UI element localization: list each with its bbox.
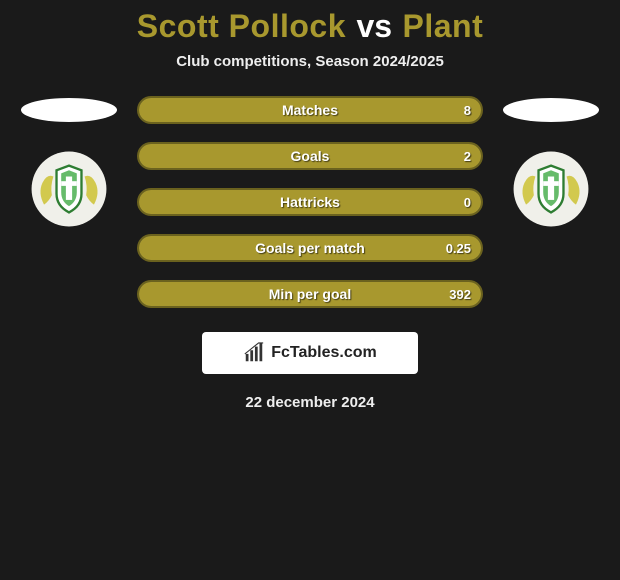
stat-bar-mpg: Min per goal 392 — [137, 280, 483, 308]
left-club-crest — [30, 150, 108, 228]
left-column — [21, 96, 117, 228]
stat-bar-gpm: Goals per match 0.25 — [137, 234, 483, 262]
stats-column: Matches 8 Goals 2 Hattricks 0 — [137, 96, 483, 308]
stat-value-right: 0 — [464, 190, 471, 214]
stat-label: Min per goal — [139, 282, 481, 306]
stat-value-right: 2 — [464, 144, 471, 168]
right-club-crest — [512, 150, 590, 228]
right-ellipse — [503, 98, 599, 122]
stat-bar-goals: Goals 2 — [137, 142, 483, 170]
main-row: Matches 8 Goals 2 Hattricks 0 — [0, 96, 620, 308]
brand-label: FcTables.com — [271, 344, 377, 362]
stat-label: Hattricks — [139, 190, 481, 214]
subtitle: Club competitions, Season 2024/2025 — [0, 53, 620, 70]
stat-bar-hattricks: Hattricks 0 — [137, 188, 483, 216]
right-column — [503, 96, 599, 228]
player1-name: Scott Pollock — [137, 8, 346, 44]
title-row: Scott Pollock vs Plant — [0, 8, 620, 45]
stat-value-right: 392 — [449, 282, 471, 306]
date-line: 22 december 2024 — [0, 394, 620, 411]
stat-label: Matches — [139, 98, 481, 122]
player2-name: Plant — [402, 8, 483, 44]
vs-text: vs — [356, 8, 392, 44]
stat-value-right: 0.25 — [446, 236, 471, 260]
stat-bar-matches: Matches 8 — [137, 96, 483, 124]
stat-value-right: 8 — [464, 98, 471, 122]
comparison-card: Scott Pollock vs Plant Club competitions… — [0, 0, 620, 411]
brand-badge[interactable]: FcTables.com — [202, 332, 418, 374]
left-ellipse — [21, 98, 117, 122]
bar-chart-icon — [243, 342, 265, 364]
stat-label: Goals — [139, 144, 481, 168]
stat-label: Goals per match — [139, 236, 481, 260]
